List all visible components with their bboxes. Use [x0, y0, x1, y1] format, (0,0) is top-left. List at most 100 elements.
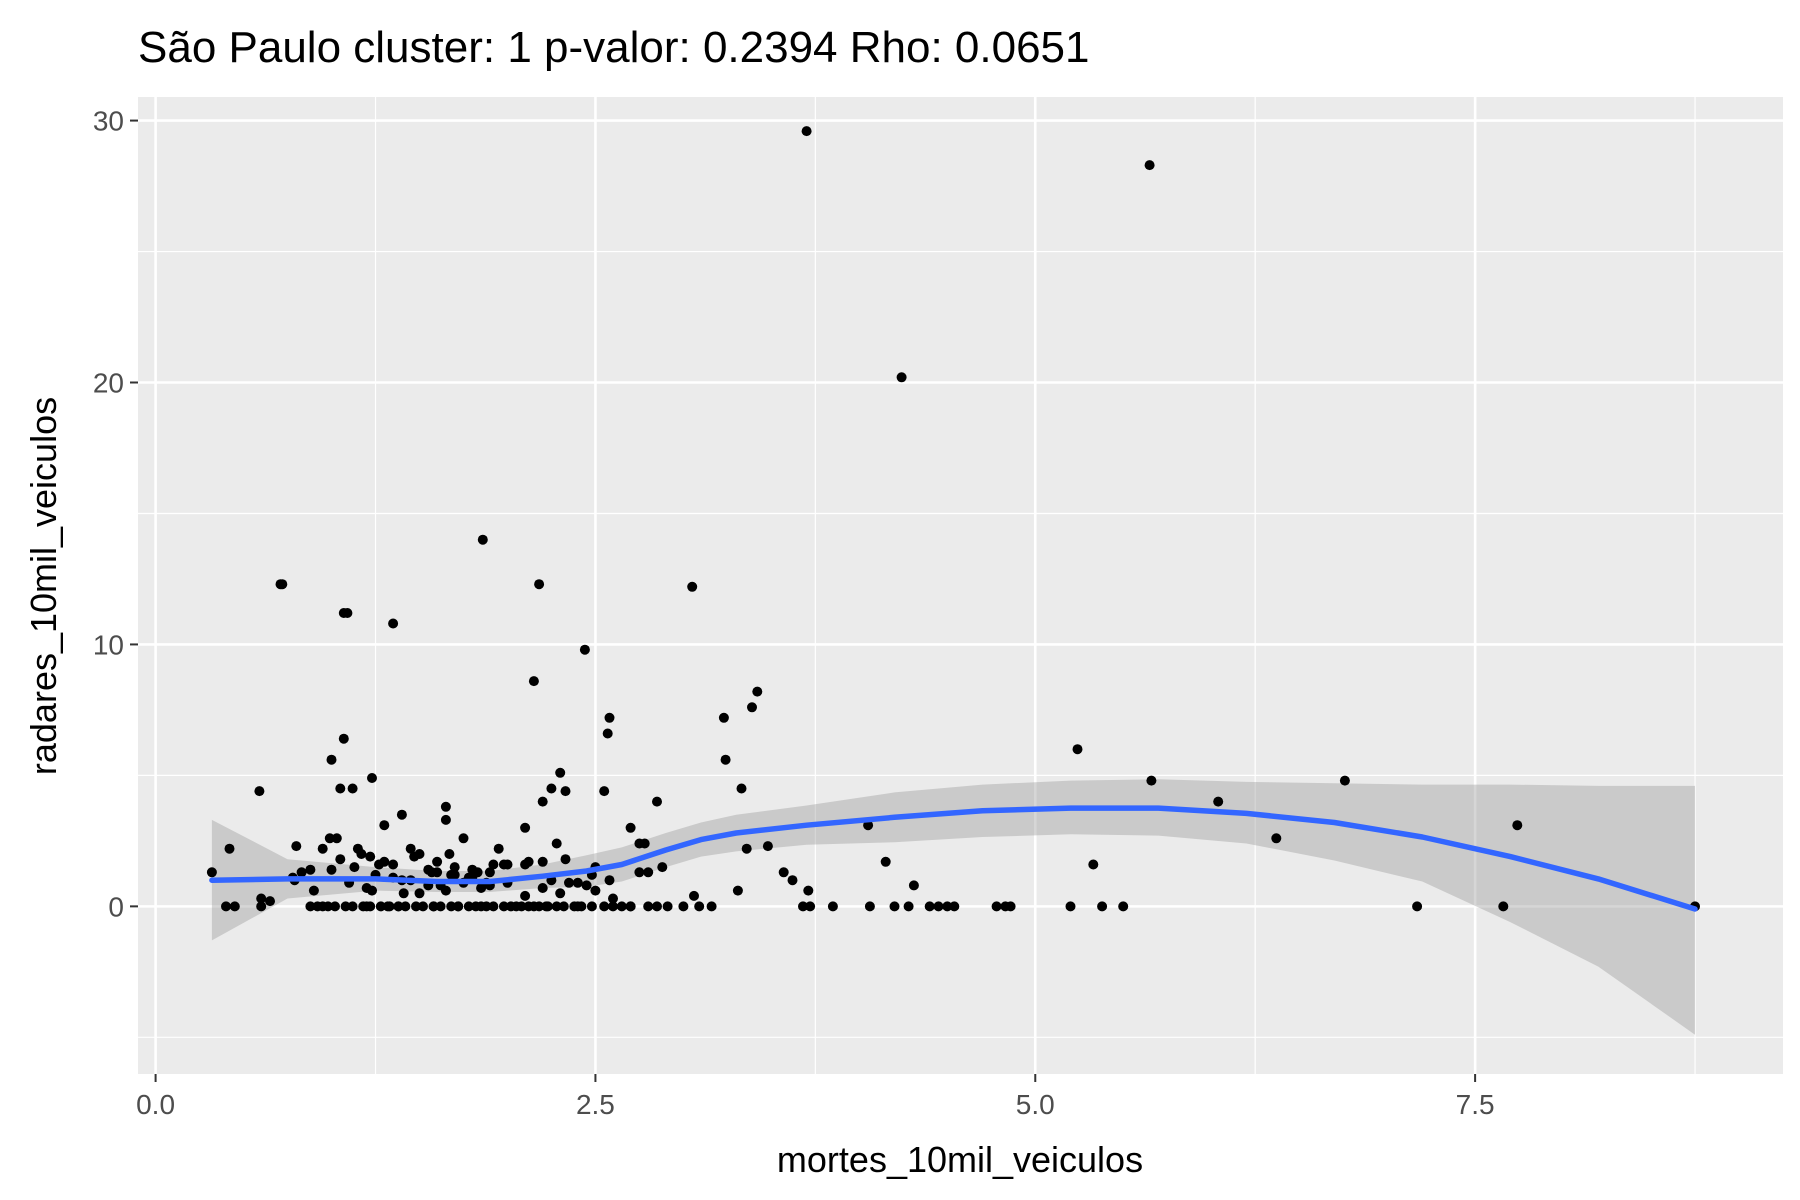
data-point — [335, 854, 346, 865]
data-point — [520, 822, 531, 833]
data-point — [586, 901, 597, 912]
y-tick-labels: 0 10 20 30 — [93, 106, 124, 923]
data-point — [317, 843, 328, 854]
data-point — [689, 890, 699, 901]
data-point — [396, 809, 407, 820]
data-point — [375, 901, 386, 912]
data-point — [498, 859, 509, 870]
data-point — [335, 783, 346, 794]
data-point — [599, 786, 610, 797]
x-axis-title: mortes_10mil_veiculos — [777, 1139, 1143, 1180]
data-point — [720, 754, 731, 765]
data-point — [338, 608, 349, 618]
data-point — [296, 867, 307, 878]
data-point — [762, 841, 773, 852]
x-tick-labels: 0.0 2.5 5.0 7.5 — [136, 1089, 1494, 1120]
data-point — [446, 901, 457, 912]
data-point — [523, 901, 534, 912]
data-point — [732, 885, 743, 896]
data-point — [477, 534, 488, 545]
smooth-line-layer — [209, 805, 1698, 912]
data-point — [1005, 901, 1016, 912]
data-point — [599, 901, 610, 912]
data-point — [414, 888, 425, 899]
data-point — [558, 901, 569, 912]
data-point — [265, 896, 275, 907]
data-point — [440, 801, 451, 812]
y-axis-title: radares_10mil_veiculos — [23, 397, 64, 775]
data-point — [1512, 820, 1523, 831]
data-point — [206, 867, 217, 878]
data-point — [555, 767, 566, 778]
data-point — [326, 864, 337, 875]
data-point — [933, 901, 944, 912]
data-point — [801, 126, 812, 137]
data-point — [275, 579, 286, 590]
y-tick-label: 20 — [93, 368, 124, 399]
data-point — [356, 849, 367, 859]
data-point — [1271, 833, 1282, 844]
data-point — [798, 901, 808, 912]
data-point — [1065, 901, 1076, 912]
data-point — [896, 372, 907, 383]
data-point — [481, 901, 492, 912]
data-point — [560, 786, 571, 797]
data-point — [365, 851, 376, 862]
data-point — [418, 901, 428, 912]
data-point — [523, 856, 534, 867]
data-point — [291, 841, 302, 852]
data-point — [1498, 901, 1509, 912]
data-point — [224, 843, 235, 854]
data-point — [229, 901, 240, 912]
data-point — [516, 901, 527, 912]
data-point — [889, 901, 900, 912]
data-point — [484, 867, 495, 878]
chart-title: São Paulo cluster: 1 p-valor: 0.2394 Rho… — [138, 23, 1090, 72]
data-point — [379, 820, 390, 831]
data-point — [652, 796, 662, 807]
data-point — [428, 901, 439, 912]
data-point — [331, 833, 342, 844]
data-point — [488, 901, 499, 912]
data-point — [382, 901, 393, 912]
data-point — [405, 843, 416, 854]
data-point — [616, 901, 627, 912]
data-point — [449, 862, 460, 873]
data-point — [256, 893, 267, 904]
data-point — [323, 901, 333, 912]
data-point — [643, 901, 654, 912]
data-point — [379, 856, 390, 867]
data-point — [440, 814, 451, 825]
data-point — [564, 877, 574, 888]
data-point — [537, 856, 548, 867]
data-point — [435, 901, 446, 912]
data-point — [1118, 901, 1129, 912]
plot-panel — [138, 97, 1783, 1074]
data-point — [805, 901, 816, 912]
data-point — [652, 901, 662, 912]
confidence-ribbon — [211, 779, 1695, 1035]
data-point — [520, 890, 531, 901]
axis-ticks — [130, 119, 1477, 1082]
data-point — [942, 901, 953, 912]
data-point — [1144, 160, 1155, 171]
data-point — [414, 849, 425, 859]
data-point — [537, 883, 548, 893]
data-point — [864, 901, 875, 912]
data-point — [551, 838, 562, 849]
data-point — [1412, 901, 1423, 912]
data-point — [426, 867, 437, 878]
data-point — [542, 901, 553, 912]
data-point — [662, 901, 673, 912]
data-point — [908, 880, 919, 891]
data-point — [602, 728, 613, 739]
data-point — [569, 901, 580, 912]
data-point — [367, 885, 377, 896]
y-tick-label: 0 — [108, 891, 124, 922]
data-point — [634, 867, 645, 878]
data-point — [347, 783, 358, 794]
data-point — [330, 901, 340, 912]
data-point — [639, 838, 650, 849]
data-point — [506, 901, 516, 912]
